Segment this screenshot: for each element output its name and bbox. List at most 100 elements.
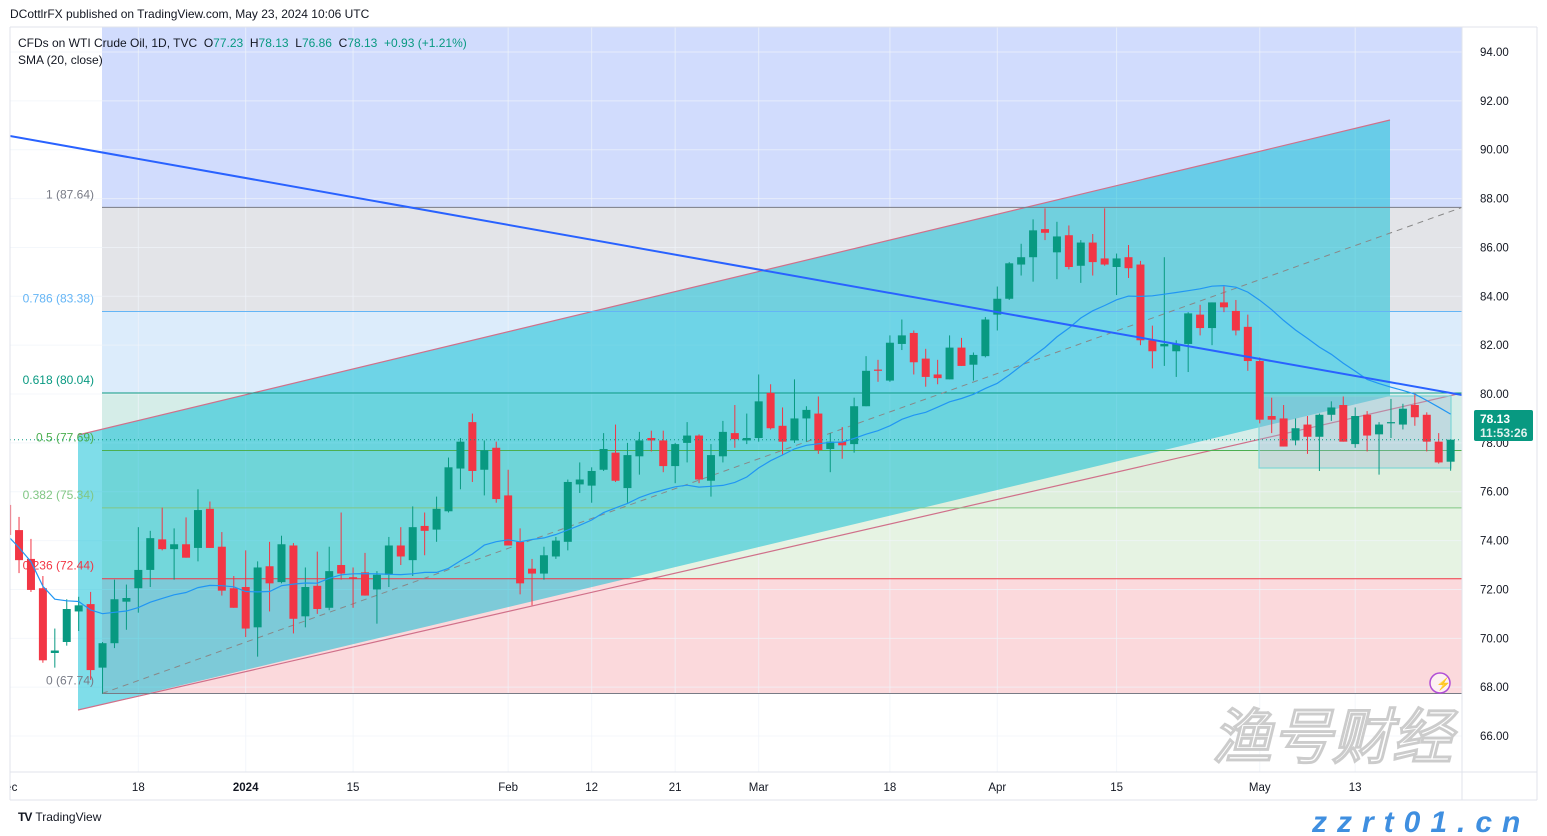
symbol-name[interactable]: CFDs on WTI Crude Oil, 1D, TVC bbox=[18, 36, 198, 50]
candle bbox=[706, 444, 715, 497]
candle-body bbox=[122, 598, 131, 602]
candle bbox=[205, 501, 214, 548]
price-tick-label: 80.00 bbox=[1480, 389, 1509, 401]
price-axis[interactable]: 94.00 92.00 90.00 88.00 86.00 84.00 82.00 80.00… bbox=[1480, 47, 1509, 743]
candle-body bbox=[921, 358, 930, 377]
candle-body bbox=[372, 574, 381, 590]
candle bbox=[122, 584, 131, 630]
candle-body bbox=[313, 585, 322, 610]
candle-body bbox=[862, 370, 871, 407]
candle-body bbox=[1219, 302, 1228, 308]
candle-body bbox=[1243, 326, 1252, 362]
candle bbox=[1088, 234, 1097, 276]
tradingview-logo-icon[interactable]: TV bbox=[18, 810, 32, 824]
time-tick-label: 18 bbox=[132, 782, 145, 794]
candle bbox=[611, 424, 620, 482]
candle-body bbox=[134, 569, 143, 589]
candle bbox=[432, 496, 441, 542]
candle bbox=[1422, 412, 1431, 452]
candle-body bbox=[480, 450, 489, 470]
candle bbox=[885, 335, 894, 382]
candle-body bbox=[277, 544, 286, 583]
candle bbox=[15, 516, 24, 574]
candle bbox=[26, 538, 35, 592]
open-value: 77.23 bbox=[213, 36, 244, 50]
footer-brand[interactable]: TradingView bbox=[35, 810, 102, 824]
time-tick-label: Dec bbox=[0, 782, 18, 794]
price-tick-label: 94.00 bbox=[1480, 47, 1509, 59]
candle bbox=[563, 479, 572, 551]
candle bbox=[647, 430, 656, 452]
watermark-site: zzrt01.cn bbox=[1311, 806, 1530, 836]
last-price-value: 78.13 bbox=[1480, 412, 1510, 426]
price-tick-label: 90.00 bbox=[1480, 145, 1509, 157]
candle-body bbox=[396, 545, 405, 557]
candle-body bbox=[110, 599, 119, 644]
candle bbox=[396, 527, 405, 566]
time-axis[interactable]: Dec 18 2024 15 Feb 12 21 Mar 18 Apr 15 May 13 bbox=[0, 782, 1362, 794]
candle-body bbox=[289, 545, 298, 619]
candle-body bbox=[897, 335, 906, 344]
candle-body bbox=[468, 422, 477, 471]
price-tick-label: 66.00 bbox=[1480, 731, 1509, 743]
candle-body bbox=[1196, 314, 1205, 329]
candle-body bbox=[1088, 242, 1097, 263]
candle-body bbox=[1315, 414, 1324, 437]
candle bbox=[241, 550, 250, 638]
candle-body bbox=[1267, 416, 1276, 420]
chart-legend: CFDs on WTI Crude Oil, 1D, TVC O77.23 H7… bbox=[18, 35, 467, 69]
fib-trend-dashed-line[interactable] bbox=[101, 206, 1462, 695]
high-value: 78.13 bbox=[258, 36, 289, 50]
time-tick-label: 18 bbox=[884, 782, 897, 794]
candle bbox=[1279, 405, 1288, 447]
candle bbox=[1029, 219, 1038, 282]
candle bbox=[718, 420, 727, 463]
candle bbox=[1052, 221, 1061, 280]
candle bbox=[1327, 401, 1336, 421]
candle-body bbox=[957, 347, 966, 366]
candle-body bbox=[909, 332, 918, 363]
price-tick-label: 68.00 bbox=[1480, 682, 1509, 694]
candle-body bbox=[659, 440, 668, 467]
candle-body bbox=[838, 441, 847, 446]
candle-body bbox=[695, 435, 704, 480]
last-price-label: 78.13 11:53:26 bbox=[1474, 410, 1533, 441]
candle bbox=[1339, 396, 1348, 442]
candle bbox=[1076, 240, 1085, 283]
bar-countdown: 11:53:26 bbox=[1480, 426, 1528, 440]
candle-body bbox=[504, 495, 513, 546]
price-tick-label: 82.00 bbox=[1480, 340, 1509, 352]
candle-body bbox=[420, 525, 429, 531]
candle-body bbox=[563, 481, 572, 542]
candle bbox=[778, 407, 787, 456]
candle-body bbox=[1279, 418, 1288, 447]
channel-lower-line[interactable] bbox=[77, 392, 1462, 711]
candle-body bbox=[325, 571, 334, 608]
candle-body bbox=[492, 447, 501, 500]
channel-upper-line[interactable] bbox=[77, 119, 1391, 436]
candle bbox=[1243, 314, 1252, 371]
candle-body bbox=[1148, 340, 1157, 352]
candle-body bbox=[50, 650, 59, 653]
candle bbox=[1112, 253, 1121, 296]
sma-line bbox=[10, 284, 1451, 615]
candle-body bbox=[671, 444, 680, 467]
candle-body bbox=[1172, 343, 1181, 352]
candle bbox=[659, 430, 668, 473]
fib-level-label: 0.618 (80.04) bbox=[23, 373, 94, 387]
indicator-legend-row[interactable]: SMA (20, close) bbox=[18, 52, 467, 69]
parallel-channel-fill[interactable] bbox=[78, 120, 1390, 710]
event-marker-icon[interactable] bbox=[1429, 672, 1451, 694]
descending-trendline[interactable] bbox=[10, 135, 1462, 396]
candle-body bbox=[408, 527, 417, 561]
fib-level-label: 1 (87.64) bbox=[46, 187, 94, 201]
candle bbox=[623, 442, 632, 503]
candle bbox=[1184, 312, 1193, 373]
candle-body bbox=[766, 392, 775, 429]
candle bbox=[158, 507, 167, 551]
price-tick-label: 76.00 bbox=[1480, 487, 1509, 499]
time-tick-label: May bbox=[1249, 782, 1271, 794]
footer: TV TradingView bbox=[18, 810, 101, 824]
candle-body bbox=[170, 544, 179, 550]
